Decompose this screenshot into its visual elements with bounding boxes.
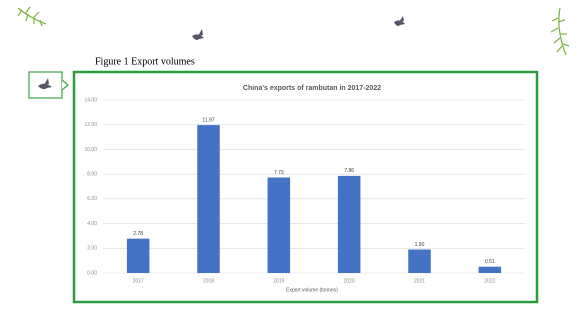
value-label: 11.97: [202, 117, 214, 123]
x-tick-label: 2020: [344, 278, 355, 284]
y-tick-label: 12.00: [84, 122, 97, 128]
value-label: 1.90: [415, 242, 425, 248]
bar: [127, 239, 150, 273]
page: {"caption": "Figure 1 Export volumes", "…: [0, 0, 586, 305]
x-tick-label: 2019: [273, 278, 284, 284]
chart-title: China's exports of rambutan in 2017-2022: [243, 85, 381, 92]
decoration-leaves-right: [551, 8, 569, 55]
value-label: 2.78: [133, 231, 143, 237]
x-tick-label: 2022: [484, 278, 495, 284]
y-tick-label: 4.00: [87, 221, 97, 227]
y-tick-label: 14.00: [84, 97, 97, 103]
x-axis-title: Export volume (tonnes): [286, 287, 338, 293]
decoration-bird: [394, 16, 405, 26]
value-label: 7.86: [344, 168, 354, 174]
decoration-bird: [192, 29, 204, 40]
figure-caption: Figure 1 Export volumes: [95, 56, 195, 67]
bar: [197, 125, 220, 273]
x-tick-label: 2017: [133, 278, 144, 284]
bar: [479, 267, 502, 273]
document-figure: Figure 1 Export volumes China's exports …: [0, 0, 586, 305]
y-tick-label: 0.00: [87, 270, 97, 276]
bar: [268, 177, 291, 273]
y-tick-label: 10.00: [84, 147, 97, 153]
value-label: 7.73: [274, 170, 284, 176]
y-tick-label: 2.00: [87, 246, 97, 252]
y-tick-label: 6.00: [87, 196, 97, 202]
x-tick-label: 2021: [414, 278, 425, 284]
bar: [408, 250, 431, 273]
y-tick-label: 8.00: [87, 171, 97, 177]
decoration-leaves-left: [18, 7, 46, 26]
value-label: 0.51: [485, 259, 495, 265]
bar: [338, 176, 361, 273]
callout-icon: [29, 72, 68, 98]
x-tick-label: 2018: [203, 278, 214, 284]
